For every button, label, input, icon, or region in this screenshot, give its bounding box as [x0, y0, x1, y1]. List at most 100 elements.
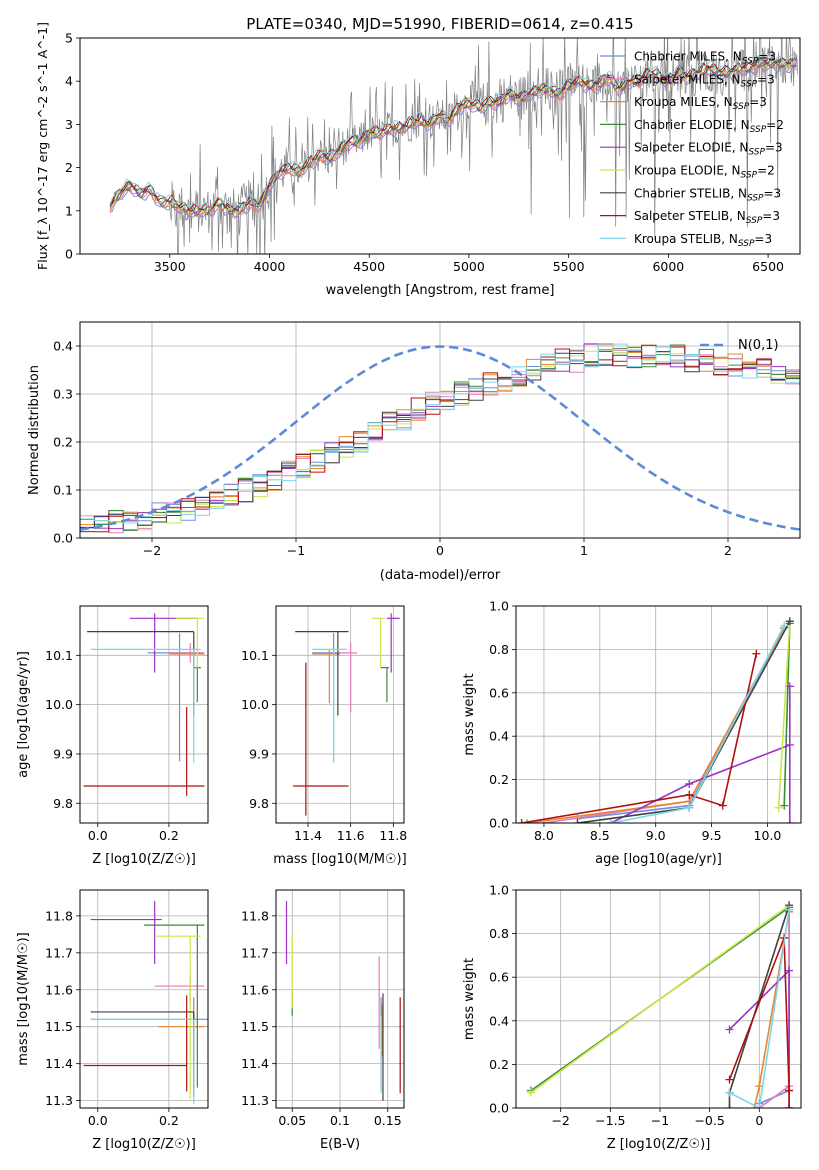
- y-tick-label: 0.4: [489, 729, 509, 744]
- axes-frame: [515, 605, 802, 824]
- y-tick-label: 11.7: [241, 945, 269, 960]
- legend-subscript: SSP: [750, 125, 767, 135]
- y-tick-label: 0.6: [489, 970, 509, 985]
- axes-frame: [79, 889, 209, 1109]
- weight-marker: [725, 1025, 734, 1034]
- legend-subscript: SSP: [742, 57, 759, 67]
- weight-marker: [523, 819, 532, 823]
- x-tick-label: 0.15: [374, 1113, 402, 1128]
- y-tick-label: 0.0: [489, 1101, 509, 1116]
- y-tick-label: 1.0: [489, 599, 509, 614]
- x-tick-label: −0.5: [694, 1113, 724, 1128]
- y-tick-label: 0.2: [53, 435, 73, 450]
- y-tick-label: 0.0: [489, 816, 509, 831]
- legend-subscript: SSP: [741, 79, 758, 89]
- y-axis-label: mass [log10(M/M☉)]: [16, 932, 31, 1065]
- legend-count: =3: [758, 50, 776, 64]
- legend-count: =3: [762, 209, 780, 223]
- x-axis-label: Z [log10(Z/Z☉)]: [92, 852, 196, 867]
- weight-marker: [780, 621, 789, 630]
- residual-panel: −2 −1 0 1 2 0.0 0.1 0.2 0.3 0.4 (data-model)/error…: [27, 321, 801, 583]
- weight-marker: [785, 819, 794, 823]
- x-tick-label: 9.0: [646, 828, 666, 843]
- weight-line: [610, 686, 791, 823]
- x-tick-label: 0.05: [278, 1113, 306, 1128]
- axes-frame: [79, 605, 209, 824]
- model-spectrum-line: [109, 54, 797, 211]
- y-tick-label: 11.4: [45, 1056, 73, 1071]
- weight-vs-age-panel: 8.0 8.5 9.0 9.5 10.0 0.0 0.2 0.4 0.6 0.8 1.0 age [l…: [462, 599, 802, 867]
- y-tick-label: 0.4: [53, 339, 73, 354]
- errorbar-plot-area: [293, 613, 400, 816]
- axes-frame: [515, 889, 802, 1109]
- weight-marker: [785, 682, 794, 691]
- weight-line: [783, 623, 791, 806]
- x-tick-label: 4000: [254, 259, 286, 274]
- weight-marker: [607, 819, 615, 823]
- y-axis-label: mass weight: [462, 958, 477, 1040]
- legend-label: Kroupa ELODIE, NSSP=2: [634, 164, 775, 181]
- residual-plot-area: [80, 343, 800, 534]
- axes-frame: [79, 37, 801, 255]
- histogram-step: [80, 344, 800, 533]
- weight-marker: [752, 649, 761, 658]
- legend-label: Salpeter STELIB, NSSP=3: [634, 209, 780, 226]
- age-vs-Z-panel: 0.0 0.2 9.8 9.9 10.0 10.1 Z [log10(Z/Z☉)] age […: [16, 605, 209, 867]
- x-tick-label: 11.8: [379, 828, 407, 843]
- y-axis-label: Normed distribution: [27, 365, 42, 495]
- x-tick-label: 6500: [752, 259, 784, 274]
- model-spectrum-line: [109, 62, 798, 220]
- y-tick-label: 11.7: [45, 945, 73, 960]
- y-tick-label: 2: [65, 160, 73, 175]
- weight-marker: [573, 819, 582, 823]
- y-tick-label: 11.8: [241, 908, 269, 923]
- x-tick-label: −1: [651, 1113, 669, 1128]
- axes-frame: [79, 321, 801, 539]
- x-tick-label: 11.4: [294, 828, 322, 843]
- histogram-step: [80, 343, 800, 534]
- x-tick-label: 0: [755, 1113, 763, 1128]
- y-tick-label: 0.8: [489, 926, 509, 941]
- weight-marker: [785, 617, 794, 626]
- x-tick-label: 4500: [353, 259, 385, 274]
- weight-marker: [685, 803, 694, 812]
- legend-count: =3: [754, 232, 772, 246]
- y-tick-label: 10.1: [241, 648, 269, 663]
- y-tick-label: 0.0: [53, 531, 73, 546]
- legend-subscript: SSP: [746, 216, 763, 226]
- x-axis-label: (data-model)/error: [380, 568, 501, 583]
- x-tick-label: −2: [143, 543, 161, 558]
- legend-subscript: SSP: [747, 193, 764, 203]
- age-vs-mass-panel: 11.4 11.6 11.8 9.8 9.9 10.0 10.1 mass [log10(M/…: [241, 605, 407, 867]
- y-tick-label: 11.5: [45, 1019, 73, 1034]
- axes-frame: [275, 889, 405, 1109]
- y-tick-label: 9.9: [249, 746, 269, 761]
- legend-count: =3: [757, 72, 775, 86]
- y-axis-label: mass weight: [462, 673, 477, 755]
- normal-curve: [80, 345, 800, 531]
- y-tick-label: 10.1: [45, 648, 73, 663]
- x-axis-label: Z [log10(Z/Z☉)]: [607, 1137, 711, 1152]
- x-tick-label: 8.0: [534, 828, 554, 843]
- x-axis-label: E(B-V): [320, 1137, 360, 1152]
- y-tick-label: 0.2: [489, 1057, 509, 1072]
- weight-line: [577, 620, 791, 823]
- legend-label: Kroupa STELIB, NSSP=3: [634, 232, 772, 249]
- x-tick-label: 11.6: [337, 828, 365, 843]
- weight-marker: [755, 1104, 764, 1108]
- y-tick-label: 0.8: [489, 642, 509, 657]
- x-tick-label: 0.2: [159, 828, 179, 843]
- x-tick-label: 0: [436, 543, 444, 558]
- model-spectrum-line: [109, 57, 797, 212]
- weight-marker: [725, 1088, 734, 1097]
- y-tick-label: 1: [65, 203, 73, 218]
- weight-marker: [785, 1086, 794, 1095]
- x-tick-label: 10.0: [754, 828, 782, 843]
- x-tick-label: 0.0: [88, 828, 108, 843]
- legend-label: Chabrier ELODIE, NSSP=2: [634, 118, 784, 135]
- y-tick-label: 11.3: [45, 1093, 73, 1108]
- x-tick-label: 2: [724, 543, 732, 558]
- histogram-step: [80, 343, 800, 531]
- weight-marker: [780, 801, 789, 810]
